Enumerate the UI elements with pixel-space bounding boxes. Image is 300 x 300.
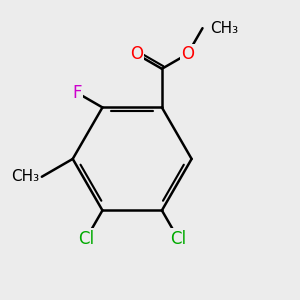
Text: CH₃: CH₃ <box>11 169 39 184</box>
Text: O: O <box>130 45 142 63</box>
Text: Cl: Cl <box>170 230 186 248</box>
Text: CH₃: CH₃ <box>210 21 238 36</box>
Text: O: O <box>181 45 194 63</box>
Text: F: F <box>72 84 82 102</box>
Text: Cl: Cl <box>78 230 94 248</box>
